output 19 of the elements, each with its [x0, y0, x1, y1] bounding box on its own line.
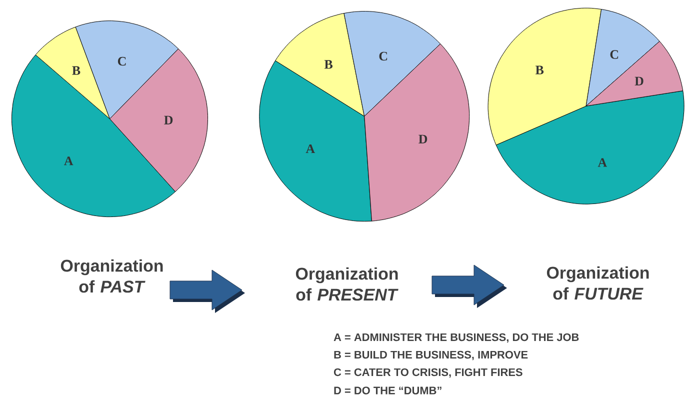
slice-label: A	[598, 158, 608, 167]
slice-label: B	[72, 66, 80, 75]
slice-label: D	[164, 116, 173, 124]
text: Organization of PRESENT	[296, 267, 398, 301]
slice-label: D	[634, 76, 644, 86]
text: C = CATER TO CRISIS, FIGHT FIRES	[334, 368, 522, 378]
slice-label: D	[418, 134, 428, 144]
slice-label: A	[64, 156, 74, 166]
text: A = ADMINISTER THE BUSINESS, DO THE JOB	[334, 333, 579, 343]
slice-label: B	[536, 66, 544, 74]
slice-label: C	[379, 52, 388, 61]
slice-label: C	[610, 50, 618, 59]
text: D = DO THE “DUMB”	[334, 386, 442, 394]
slice-label: B	[324, 60, 333, 69]
slice-label: A	[306, 144, 315, 154]
text: B = BUILD THE BUSINESS, IMPROVE	[334, 350, 528, 360]
text: Organization of PAST	[60, 259, 163, 293]
slice-label: C	[118, 56, 126, 66]
text: Organization of FUTURE	[546, 266, 649, 300]
